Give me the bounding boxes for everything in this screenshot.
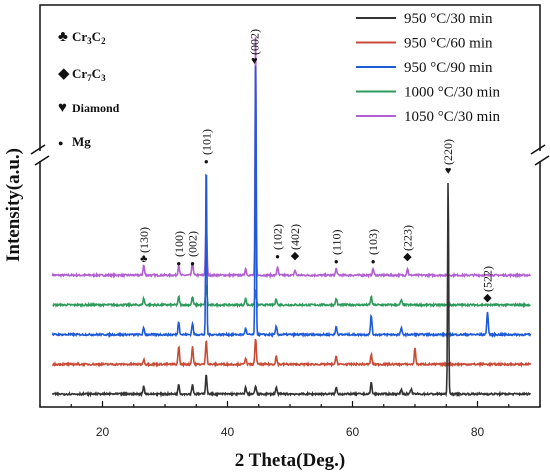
phase-key-item-2: ◆ Cr7C3 [58,66,106,83]
peak-annotation-8: ● (110) [329,229,343,266]
peak-label: (101) [199,129,213,155]
peak-label: (002) [186,231,200,257]
x-tick-label: 20 [96,425,110,439]
axes: 2 Theta(Deg.) Intensity(a.u.) 20 40 60 80 [3,4,550,471]
peak-label: (102) [271,224,285,250]
peak-marker-symbol: ◆ [483,292,492,304]
series-layer [51,37,532,398]
peak-annotation-10: ◆(223) [401,225,415,263]
x-tick-label: 80 [471,425,485,439]
phase-key-item-1: ♣ Cr3C2 [58,29,106,46]
peak-label: (110) [329,229,343,255]
peak-marker-symbol: ● [176,259,181,268]
series-line-5 [51,37,532,279]
legend-label-3: 950 °C/90 min [404,60,493,76]
peak-annotation-12: ◆(522) [481,266,495,304]
phase-key-symbol: ♥ [58,100,67,116]
peak-marker-symbol: ● [371,257,376,266]
axis-break-mark [530,144,546,155]
peak-annotation-6: ● (102) [271,224,285,261]
peak-marker-symbol: ♥ [445,165,452,177]
peak-label: (100) [172,231,186,257]
series-line-1 [51,183,531,398]
phase-key-label: Mg [72,134,91,149]
phase-marker-key: ♣ Cr3C2 ◆ Cr7C3 ♥ Diamond ● Mg [58,29,120,149]
phase-key-symbol: ◆ [58,66,70,82]
legend-label-4: 1000 °C/30 min [404,85,501,101]
phase-key-label: Cr7C3 [72,66,106,83]
peak-marker-symbol: ● [334,257,339,266]
series-line-4 [52,283,531,309]
peak-annotation-1: ♣(130) [137,227,151,265]
peak-annotation-11: ♥(220) [441,139,455,177]
peak-marker-symbol: ● [275,252,280,261]
axis-break-gap-2 [534,151,546,161]
peak-marker-symbol: ◆ [403,251,412,263]
phase-key-label: Diamond [72,101,120,115]
annotation-layer: ♣(130)●(100)●(002)●(101)♥(002)●(102)◆(40… [137,29,495,304]
peak-annotation-9: ● (103) [366,229,380,266]
peak-marker-symbol: ◆ [291,250,300,262]
axis-break-mark [34,155,50,166]
phase-key-item-4: ● Mg [58,134,91,149]
x-axis-label: 2 Theta(Deg.) [235,450,345,471]
axis-break-gap-1 [34,151,46,161]
peak-marker-symbol: ♣ [140,253,147,265]
peak-annotation-2: ● (100) [172,231,186,268]
x-tick-label: 40 [221,425,235,439]
legend-label-2: 950 °C/60 min [404,36,493,52]
peak-marker-symbol: ♥ [251,55,258,67]
legend: 950 °C/30 min 950 °C/60 min 950 °C/90 min 1… [350,6,538,136]
peak-label: (130) [137,227,151,253]
y-axis-label: Intensity(a.u.) [3,148,24,262]
phase-key-symbol: ♣ [58,29,68,45]
legend-label-1: 950 °C/30 min [404,11,493,27]
peak-marker-symbol: ● [204,157,209,166]
axis-break-mark [534,155,550,166]
peak-label: (002) [247,29,261,55]
peak-label: (522) [481,266,495,292]
phase-key-item-3: ♥ Diamond [58,100,120,116]
peak-label: (402) [288,224,302,250]
phase-key-label: Cr3C2 [72,29,106,46]
axis-break-mark [30,144,46,155]
peak-label: (220) [441,139,455,165]
legend-label-5: 1050 °C/30 min [404,109,501,125]
legend-background [350,6,538,136]
phase-key-symbol: ● [58,138,63,148]
series-line-2 [51,338,532,368]
x-tick-label: 60 [346,425,360,439]
series-line-3 [51,65,532,339]
peak-label: (223) [401,225,415,251]
peak-annotation-3: ● (002) [186,231,200,268]
peak-annotation-4: ● (101) [199,129,213,166]
peak-annotation-7: ◆(402) [288,224,302,262]
peak-annotation-5: ♥(002) [247,29,261,67]
peak-label: (103) [366,229,380,255]
peak-marker-symbol: ● [190,259,195,268]
